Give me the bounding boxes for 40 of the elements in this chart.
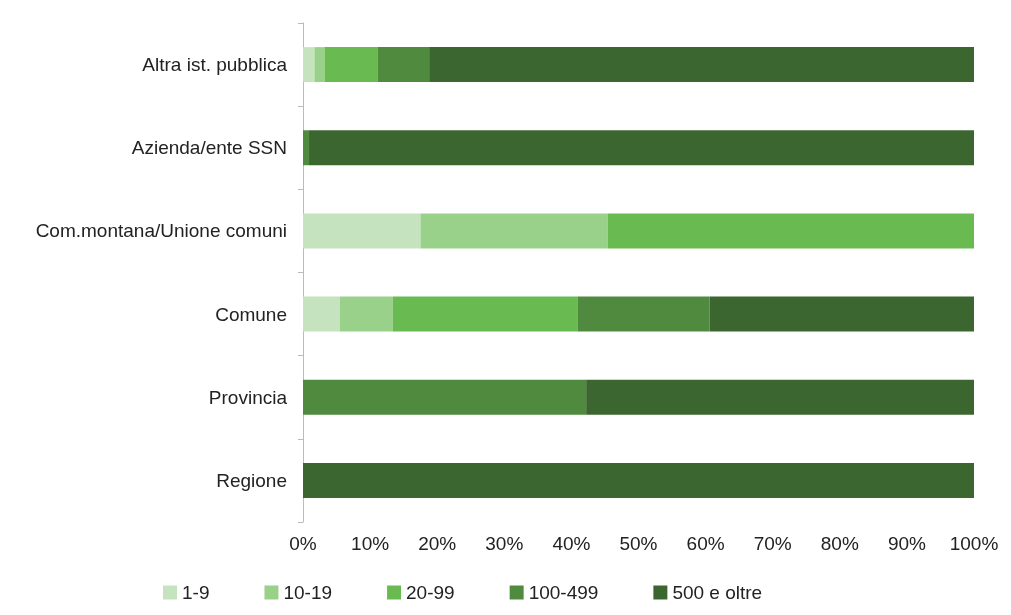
bar (709, 296, 974, 332)
bar (303, 213, 421, 249)
x-tick-label: 60% (686, 533, 725, 554)
legend-label: 10-19 (283, 582, 333, 603)
bar (314, 47, 325, 83)
legend-label: 500 e oltre (672, 582, 763, 603)
bar (303, 296, 340, 332)
bar (303, 130, 310, 166)
x-tick-label: 70% (753, 533, 792, 554)
legend-label: 100-499 (528, 582, 599, 603)
x-tick-label: 80% (820, 533, 859, 554)
bar (324, 47, 378, 83)
bar (303, 47, 315, 83)
x-tick-label: 40% (552, 533, 591, 554)
bar (429, 47, 974, 83)
bar (577, 296, 710, 332)
x-tick-label: 0% (289, 533, 317, 554)
y-tick-label: Comune (215, 303, 287, 325)
y-tick-label: Azienda/ente SSN (131, 137, 287, 159)
x-tick-label: 20% (418, 533, 457, 554)
legend-label: 1-9 (182, 582, 210, 603)
bar (420, 213, 608, 249)
bar (303, 462, 974, 498)
bar (377, 47, 430, 83)
legend-label: 20-99 (406, 582, 455, 603)
x-tick-label: 10% (351, 533, 390, 554)
y-tick-label: Provincia (208, 386, 288, 408)
x-tick-label: 100% (949, 533, 999, 554)
y-tick-label: Regione (216, 469, 287, 491)
x-tick-label: 90% (887, 533, 927, 554)
y-tick-label: Altra ist. pubblica (142, 54, 288, 76)
x-tick-label: 30% (485, 533, 524, 554)
bar (586, 379, 974, 415)
bar (607, 213, 974, 249)
bar (303, 379, 587, 415)
x-tick-label: 50% (619, 533, 658, 554)
y-tick-label: Com.montana/Unione comuni (35, 220, 287, 242)
bar (309, 130, 974, 166)
bar (392, 296, 578, 332)
bar (339, 296, 393, 332)
